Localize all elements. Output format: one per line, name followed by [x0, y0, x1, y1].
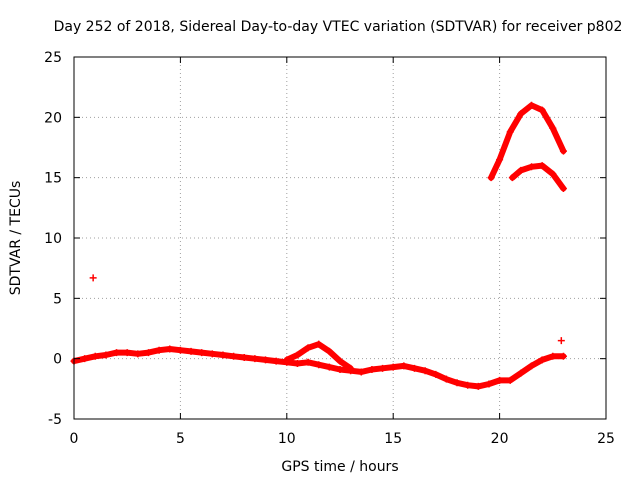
data-point [442, 375, 450, 383]
y-tick-label: 10 [44, 231, 62, 247]
data-point [496, 376, 504, 384]
data-point [293, 359, 301, 367]
data-point [262, 356, 270, 364]
data-point [336, 357, 344, 365]
data-point [538, 356, 546, 364]
series-main-trace [70, 345, 567, 390]
data-point [557, 337, 565, 345]
data-point [219, 351, 227, 359]
axis-ticks: 0 5 10 15 20 25 -5 0 5 10 15 20 25 [44, 50, 615, 447]
y-tick-label: 15 [44, 171, 62, 187]
data-point [432, 370, 440, 378]
x-tick-label: 10 [278, 431, 296, 447]
x-tick-label: 20 [491, 431, 509, 447]
series-line [488, 102, 567, 181]
data-point [89, 274, 97, 282]
data-point [400, 362, 408, 370]
data-point [251, 355, 259, 363]
data-point [240, 353, 248, 361]
data-point [304, 358, 312, 366]
data-point [421, 367, 429, 375]
data-point [549, 170, 557, 178]
x-axis-label: GPS time / hours [281, 459, 398, 475]
data-point [485, 380, 493, 388]
y-axis-label: SDTVAR / TECUs [8, 181, 24, 296]
data-point [474, 382, 482, 390]
data-point [166, 345, 174, 353]
data-point [325, 347, 333, 355]
y-tick-label: 20 [44, 110, 62, 126]
x-tick-label: 25 [597, 431, 615, 447]
data-point [304, 344, 312, 352]
data-point [155, 346, 163, 354]
series-lower-arc [508, 162, 567, 193]
data-point [549, 352, 557, 360]
data-point [506, 376, 514, 384]
y-tick-label: 5 [53, 291, 62, 307]
data-point [517, 369, 525, 377]
data-point [208, 350, 216, 358]
data-point [528, 362, 536, 370]
chart-title: Day 252 of 2018, Sidereal Day-to-day VTE… [54, 19, 623, 35]
data-point [528, 163, 536, 171]
data-point [528, 101, 536, 109]
data-point [176, 346, 184, 354]
data-point [91, 352, 99, 360]
data-point [410, 364, 418, 372]
data-point [187, 347, 195, 355]
data-point [357, 368, 365, 376]
data-point [113, 349, 121, 357]
series-upper-arc [487, 101, 567, 182]
data-point [81, 355, 89, 363]
x-tick-label: 5 [176, 431, 185, 447]
data-point [336, 366, 344, 374]
data-point [538, 162, 546, 170]
data-point [272, 357, 280, 365]
data-point [389, 363, 397, 371]
data-point [496, 156, 504, 164]
data-point [517, 166, 525, 174]
data-point [368, 366, 376, 374]
data-point [123, 349, 131, 357]
y-tick-label: 25 [44, 50, 62, 66]
data-point [325, 363, 333, 371]
data-point [283, 356, 291, 364]
data-point [549, 124, 557, 132]
data-point [102, 351, 110, 359]
grid [74, 57, 606, 419]
data-point [538, 106, 546, 114]
data-point [144, 349, 152, 357]
data-point [559, 352, 567, 360]
x-tick-label: 0 [70, 431, 79, 447]
data-point [315, 340, 323, 348]
series-line [509, 162, 567, 192]
data-point [508, 174, 516, 182]
data-point [506, 128, 514, 136]
series-secondary-trace [283, 340, 355, 372]
data-point [559, 147, 567, 155]
data-point [453, 379, 461, 387]
data-point [379, 364, 387, 372]
y-tick-label: -5 [48, 412, 62, 428]
data-point [517, 110, 525, 118]
data-point [487, 174, 495, 182]
x-tick-label: 15 [384, 431, 402, 447]
data-point [293, 351, 301, 359]
data-point [134, 350, 142, 358]
series-isolated-points [89, 274, 565, 345]
data-point [347, 364, 355, 372]
data-point [230, 352, 238, 360]
data-point [464, 381, 472, 389]
y-tick-label: 0 [53, 352, 62, 368]
data-point [315, 361, 323, 369]
data-points [70, 101, 567, 390]
data-point [198, 349, 206, 357]
data-point [559, 185, 567, 193]
